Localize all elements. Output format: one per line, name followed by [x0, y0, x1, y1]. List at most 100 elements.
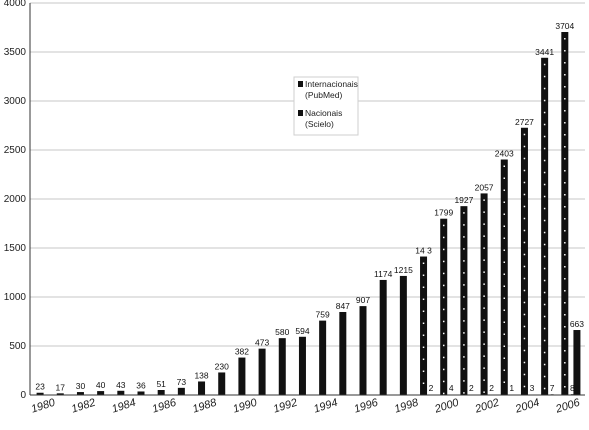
- bar-pattern-dot: [564, 266, 566, 268]
- x-tick-label: 2006: [553, 396, 582, 416]
- bar-pattern-dot: [442, 296, 445, 299]
- bar-pattern-dot: [442, 248, 445, 251]
- bar-pattern-dot: [442, 260, 445, 263]
- bar-pattern-dot: [564, 254, 566, 256]
- bars: [36, 32, 581, 396]
- bar-internacionais: [520, 127, 528, 395]
- bar-internacionais: [97, 391, 105, 395]
- bar-pattern-dot: [543, 183, 546, 186]
- data-label: 580: [275, 327, 289, 337]
- data-label: 14 3: [415, 246, 432, 256]
- bar-internacionais: [238, 357, 246, 395]
- bar-internacionais: [298, 336, 306, 395]
- bar-pattern-dot: [442, 368, 445, 371]
- bar-pattern-dot: [564, 110, 566, 112]
- bar-internacionais: [137, 391, 145, 395]
- bar-internacionais: [36, 392, 44, 395]
- bar-pattern-dot: [543, 123, 546, 126]
- bar-pattern-dot: [564, 230, 566, 232]
- data-label: 473: [255, 338, 269, 348]
- bar-pattern-dot: [564, 314, 566, 316]
- bar-pattern-dot: [564, 302, 566, 304]
- data-label: 30: [76, 381, 86, 391]
- bar-pattern-dot: [422, 358, 425, 361]
- bar-internacionais: [76, 392, 84, 395]
- bar-pattern-dot: [543, 195, 546, 198]
- bar-pattern-dot: [523, 337, 526, 340]
- y-axis-ticks: 0 500 1000 1500 2000 2500 3000 3500 4000: [4, 0, 27, 401]
- bar-pattern-dot: [442, 380, 445, 383]
- bar-pattern-dot: [503, 201, 506, 204]
- bar-pattern-dot: [463, 260, 465, 262]
- x-tick-label: 1990: [231, 396, 259, 415]
- bar-last: [573, 330, 581, 395]
- bar-pattern-dot: [463, 308, 465, 310]
- bar-internacionais: [177, 387, 185, 395]
- bar-pattern-dot: [483, 247, 485, 249]
- bar-pattern-dot: [543, 303, 546, 306]
- y-tick-label: 500: [9, 341, 26, 352]
- bar-pattern-dot: [523, 277, 526, 280]
- bar-pattern-dot: [483, 283, 485, 285]
- bar-pattern-dot: [523, 385, 526, 388]
- bar-pattern-dot: [543, 75, 546, 78]
- data-label: 663: [570, 319, 584, 329]
- bar-pattern-dot: [483, 379, 485, 381]
- data-label: 43: [116, 380, 126, 390]
- data-label: 2057: [475, 182, 494, 192]
- bar-pattern-dot: [543, 111, 546, 114]
- bar-pattern-dot: [442, 320, 445, 323]
- x-tick-label: 1986: [151, 396, 179, 415]
- bar-pattern-dot: [523, 133, 526, 136]
- bar-pattern-dot: [564, 206, 566, 208]
- bar-pattern-dot: [543, 291, 546, 294]
- bar-pattern-dot: [503, 297, 506, 300]
- bar-pattern-dot: [523, 157, 526, 160]
- bar-pattern-dot: [503, 237, 506, 240]
- bar-pattern-dot: [543, 363, 546, 366]
- bar-pattern-dot: [503, 333, 506, 336]
- axes: [29, 3, 585, 396]
- bar-pattern-dot: [523, 217, 526, 220]
- gridlines: [30, 2, 585, 396]
- bar-pattern-dot: [564, 242, 566, 244]
- data-label: 51: [156, 379, 166, 389]
- data-label: 847: [336, 301, 350, 311]
- data-label: 3704: [555, 21, 574, 31]
- y-tick-label: 0: [20, 390, 26, 401]
- bar-pattern-dot: [483, 211, 485, 213]
- bar-pattern-dot: [523, 205, 526, 208]
- bar-pattern-dot: [483, 355, 485, 357]
- bar-pattern-dot: [422, 286, 425, 289]
- bar-pattern-dot: [523, 193, 526, 196]
- bar-pattern-dot: [503, 177, 506, 180]
- data-label: 1215: [394, 265, 413, 275]
- legend-sublabel-nacionais: (Scielo): [305, 119, 334, 129]
- y-tick-label: 4000: [4, 0, 27, 9]
- bar-internacionais: [420, 256, 428, 395]
- bar-pattern-dot: [463, 284, 465, 286]
- y-tick-label: 1000: [4, 292, 27, 303]
- legend-label-internacionais: Internacionais: [305, 79, 358, 89]
- bar-pattern-dot: [422, 298, 425, 301]
- bar-pattern-dot: [543, 279, 546, 282]
- bar-pattern-dot: [463, 392, 465, 394]
- data-label: 594: [295, 326, 309, 336]
- bar-pattern-dot: [543, 99, 546, 102]
- bar-internacionais: [359, 306, 367, 395]
- bar-pattern-dot: [442, 224, 445, 227]
- x-tick-label: 2004: [513, 397, 541, 416]
- bar-internacionais: [157, 390, 165, 395]
- y-tick-label: 2500: [4, 145, 27, 156]
- bar-pattern-dot: [543, 255, 546, 258]
- bar-pattern-dot: [503, 261, 506, 264]
- bar-pattern-dot: [463, 236, 465, 238]
- data-label: 3441: [535, 47, 554, 57]
- bar-pattern-dot: [564, 182, 566, 184]
- bar-internacionais: [541, 57, 549, 395]
- legend: Internacionais (PubMed) Nacionais (Sciel…: [293, 76, 359, 136]
- x-tick-label: 1980: [30, 396, 58, 415]
- bar-pattern-dot: [543, 387, 546, 390]
- bar-pattern-dot: [483, 271, 485, 273]
- bar-pattern-dot: [564, 170, 566, 172]
